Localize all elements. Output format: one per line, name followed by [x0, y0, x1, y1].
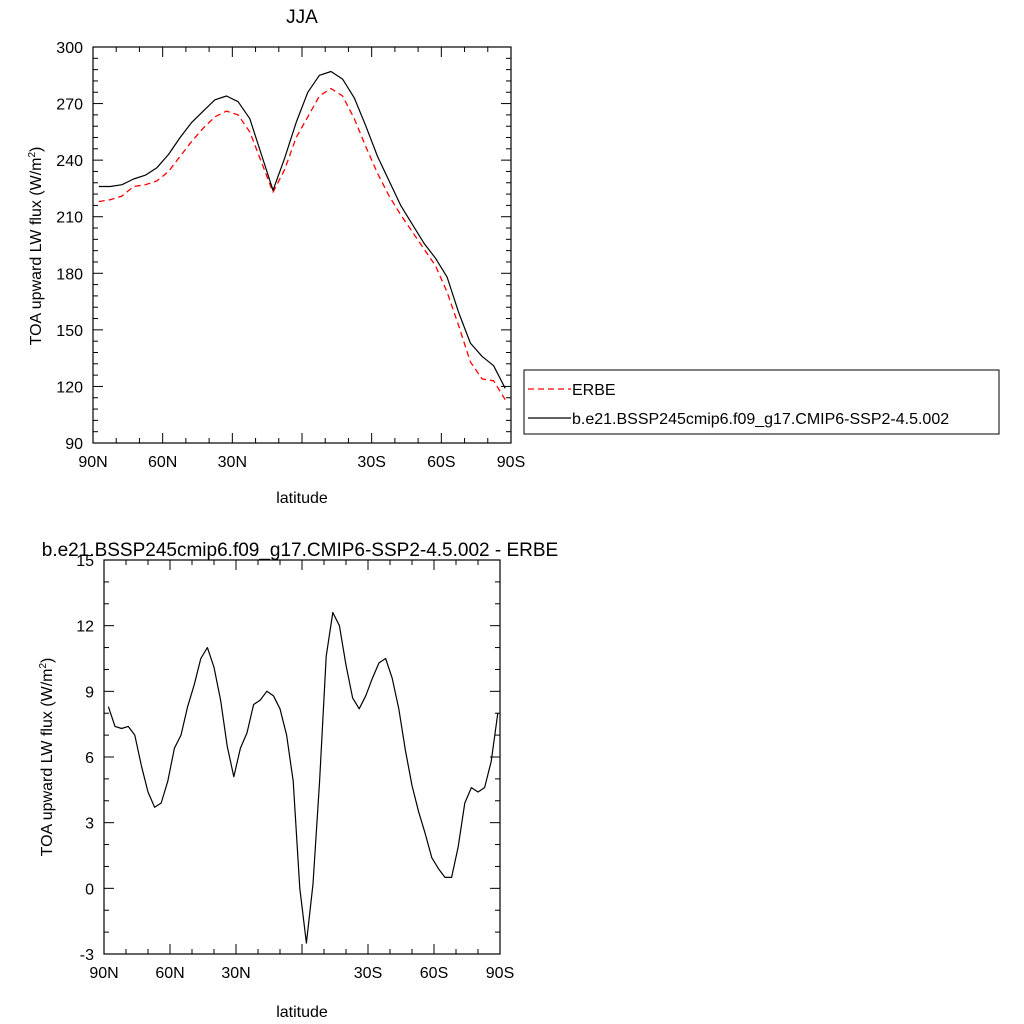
x-tick-label: 60N — [155, 965, 184, 982]
x-tick-label: 30S — [357, 454, 385, 471]
y-tick-label: 0 — [85, 881, 94, 898]
legend: ERBE b.e21.BSSP245cmip6.f09_g17.CMIP6-SS… — [523, 369, 1000, 435]
y-tick-labels: -3 0 3 6 9 12 15 — [76, 553, 94, 964]
x-tick-labels: 90N 60N 30N 30S 60S 90S — [89, 965, 514, 982]
series-line-1 — [98, 70, 506, 389]
x-tick-label: 30S — [354, 965, 382, 982]
y-tick-label: -3 — [80, 947, 94, 964]
y-tick-label: 120 — [56, 379, 83, 396]
y-axis-label-sup: 2 — [38, 663, 49, 669]
x-tick-label: 30N — [218, 454, 247, 471]
x-axis-label: latitude — [276, 1004, 328, 1021]
x-axis-label: latitude — [276, 490, 328, 507]
flux-panel: JJA 90 120 150 180 210 240 270 300 90N 60N 30N 30S… — [27, 7, 525, 507]
plot-border — [103, 559, 501, 955]
series-line-0 — [107, 611, 499, 944]
series-line-0 — [98, 87, 506, 400]
series-lines — [107, 611, 499, 944]
legend-label-erbe: ERBE — [572, 382, 616, 399]
y-tick-label: 6 — [85, 750, 94, 767]
y-axis-label-close: ) — [39, 658, 56, 663]
series-lines — [98, 70, 506, 400]
y-tick-label: 270 — [56, 97, 83, 114]
y-tick-label: 9 — [85, 684, 94, 701]
y-tick-label: 300 — [56, 40, 83, 57]
y-tick-label: 12 — [76, 619, 94, 636]
tick-marks — [92, 46, 512, 444]
y-axis-label-sup: 2 — [27, 152, 38, 158]
y-tick-label: 15 — [76, 553, 94, 570]
chart-title: JJA — [286, 7, 318, 28]
legend-box — [523, 369, 1000, 435]
x-tick-label: 60S — [427, 454, 455, 471]
y-axis-label-main: TOA upward LW flux (W/m — [39, 669, 56, 857]
y-tick-label: 90 — [65, 436, 83, 453]
x-tick-label: 90N — [78, 454, 107, 471]
x-tick-label: 90S — [486, 965, 514, 982]
y-axis-label-close: ) — [28, 147, 45, 152]
y-axis-label-main: TOA upward LW flux (W/m — [28, 158, 45, 346]
x-tick-label: 30N — [221, 965, 250, 982]
y-axis-label: TOA upward LW flux (W/m2) — [38, 658, 56, 857]
x-tick-label: 60S — [420, 965, 448, 982]
plot-frame — [103, 559, 501, 955]
y-tick-label: 240 — [56, 153, 83, 170]
y-tick-label: 210 — [56, 210, 83, 227]
y-axis-label: TOA upward LW flux (W/m2) — [27, 147, 45, 346]
y-tick-labels: 90 120 150 180 210 240 270 300 — [56, 40, 83, 453]
legend-label-model: b.e21.BSSP245cmip6.f09_g17.CMIP6-SSP2-4.… — [572, 411, 949, 428]
tick-marks — [103, 559, 501, 955]
chart-title: b.e21.BSSP245cmip6.f09_g17.CMIP6-SSP2-4.… — [42, 540, 558, 561]
y-tick-label: 3 — [85, 816, 94, 833]
y-tick-label: 150 — [56, 323, 83, 340]
x-tick-labels: 90N 60N 30N 30S 60S 90S — [78, 454, 525, 471]
difference-panel: b.e21.BSSP245cmip6.f09_g17.CMIP6-SSP2-4.… — [38, 540, 558, 1021]
x-tick-label: 90N — [89, 965, 118, 982]
x-tick-label: 90S — [497, 454, 525, 471]
y-tick-label: 180 — [56, 266, 83, 283]
x-tick-label: 60N — [148, 454, 177, 471]
